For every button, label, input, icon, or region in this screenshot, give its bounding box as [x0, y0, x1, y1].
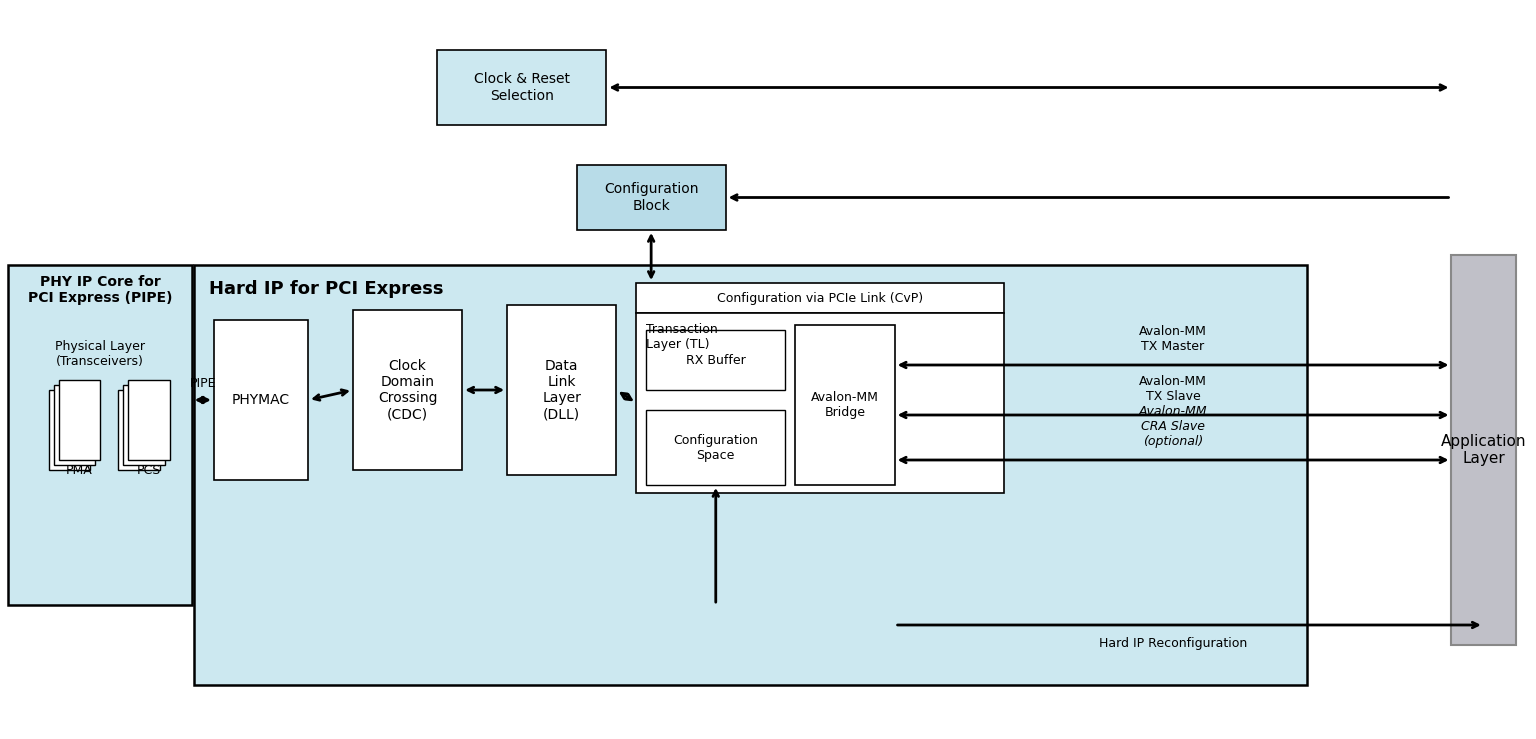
Text: Transaction
Layer (TL): Transaction Layer (TL) — [647, 323, 717, 351]
FancyBboxPatch shape — [438, 50, 607, 125]
Bar — [127, 380, 170, 460]
FancyBboxPatch shape — [576, 165, 725, 230]
Text: Hard IP for PCI Express: Hard IP for PCI Express — [209, 280, 444, 298]
Text: PHYMAC: PHYMAC — [232, 393, 290, 407]
FancyBboxPatch shape — [647, 330, 785, 390]
FancyBboxPatch shape — [647, 410, 785, 485]
Text: PIPE: PIPE — [189, 377, 217, 390]
Bar — [49, 390, 91, 470]
Text: Configuration
Block: Configuration Block — [604, 183, 699, 213]
Text: Data
Link
Layer
(DLL): Data Link Layer (DLL) — [542, 358, 581, 421]
Text: PCS: PCS — [137, 463, 161, 477]
FancyBboxPatch shape — [214, 320, 309, 480]
Text: Application
Layer: Application Layer — [1441, 434, 1527, 466]
Bar — [123, 385, 164, 465]
Text: PHY IP Core for
PCI Express (PIPE): PHY IP Core for PCI Express (PIPE) — [28, 275, 172, 305]
FancyBboxPatch shape — [353, 310, 462, 470]
Text: Hard IP Reconfiguration: Hard IP Reconfiguration — [1098, 637, 1247, 650]
FancyBboxPatch shape — [636, 313, 1005, 493]
FancyBboxPatch shape — [8, 265, 192, 605]
Bar — [118, 390, 160, 470]
Text: Avalon-MM
TX Slave: Avalon-MM TX Slave — [1140, 375, 1207, 403]
Text: Avalon-MM
CRA Slave
(optional): Avalon-MM CRA Slave (optional) — [1138, 405, 1207, 448]
FancyBboxPatch shape — [796, 325, 894, 485]
Text: Avalon-MM
Bridge: Avalon-MM Bridge — [811, 391, 879, 419]
FancyBboxPatch shape — [636, 283, 1005, 313]
FancyBboxPatch shape — [1452, 255, 1516, 645]
Text: Physical Layer
(Transceivers): Physical Layer (Transceivers) — [55, 340, 144, 368]
Text: PMA: PMA — [66, 463, 92, 477]
Text: RX Buffer: RX Buffer — [687, 353, 745, 367]
FancyBboxPatch shape — [194, 265, 1307, 685]
Text: Clock
Domain
Crossing
(CDC): Clock Domain Crossing (CDC) — [378, 358, 438, 421]
Bar — [58, 380, 100, 460]
Text: Configuration via PCIe Link (CvP): Configuration via PCIe Link (CvP) — [717, 291, 923, 304]
FancyBboxPatch shape — [507, 305, 616, 475]
Text: Avalon-MM
TX Master: Avalon-MM TX Master — [1140, 325, 1207, 353]
Text: Configuration
Space: Configuration Space — [673, 434, 759, 461]
Text: Clock & Reset
Selection: Clock & Reset Selection — [475, 72, 570, 103]
Bar — [54, 385, 95, 465]
